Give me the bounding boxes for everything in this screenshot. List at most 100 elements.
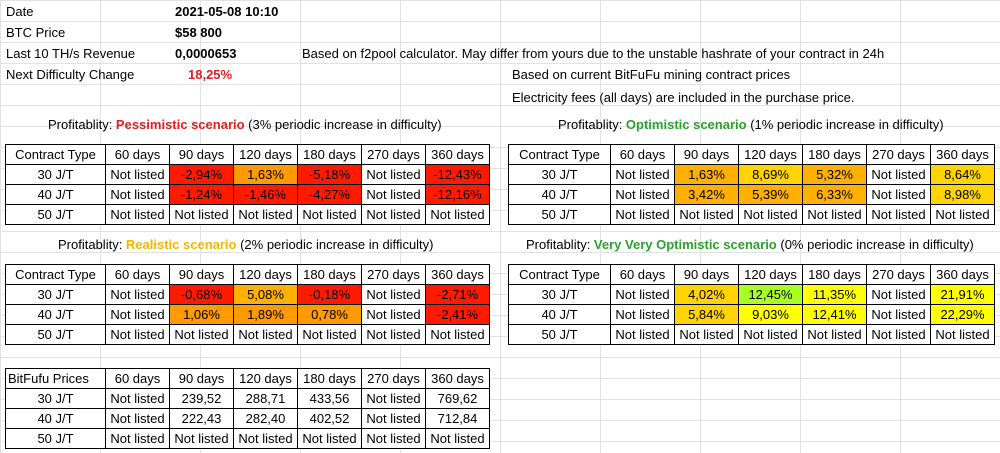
table-cell[interactable]: 712,84 bbox=[425, 408, 490, 429]
table-cell[interactable]: -2,94% bbox=[169, 164, 234, 185]
table-cell[interactable]: Not listed bbox=[610, 304, 675, 325]
header-cell[interactable]: 360 days bbox=[930, 144, 995, 165]
header-cell[interactable]: 360 days bbox=[425, 368, 490, 389]
table-cell[interactable]: 402,52 bbox=[297, 408, 362, 429]
table-cell[interactable]: Not listed bbox=[361, 408, 426, 429]
table-cell[interactable]: 21,91% bbox=[930, 284, 995, 305]
fees-note[interactable]: Electricity fees (all days) are included… bbox=[512, 90, 855, 105]
row-label[interactable]: 30 J/T bbox=[5, 388, 106, 409]
table-cell[interactable]: Not listed bbox=[361, 304, 426, 325]
table-cell[interactable]: 288,71 bbox=[233, 388, 298, 409]
header-cell[interactable]: BitFufu Prices bbox=[5, 368, 106, 389]
table-cell[interactable]: Not listed bbox=[169, 428, 234, 449]
table-cell[interactable]: Not listed bbox=[361, 428, 426, 449]
header-cell[interactable]: 90 days bbox=[169, 144, 234, 165]
table-cell[interactable]: 769,62 bbox=[425, 388, 490, 409]
header-cell[interactable]: 120 days bbox=[233, 264, 298, 285]
table-cell[interactable]: Not listed bbox=[233, 204, 298, 225]
table-cell[interactable]: Not listed bbox=[105, 304, 170, 325]
prices-note[interactable]: Based on current BitFuFu mining contract… bbox=[512, 67, 791, 82]
table-cell[interactable]: 1,63% bbox=[674, 164, 739, 185]
header-cell[interactable]: 60 days bbox=[610, 264, 675, 285]
table-cell[interactable]: 22,29% bbox=[930, 304, 995, 325]
table-cell[interactable]: Not listed bbox=[866, 324, 931, 345]
header-cell[interactable]: 360 days bbox=[425, 264, 490, 285]
table-cell[interactable]: Not listed bbox=[361, 184, 426, 205]
table-cell[interactable]: Not listed bbox=[169, 324, 234, 345]
table-cell[interactable]: Not listed bbox=[105, 164, 170, 185]
table-cell[interactable]: -5,18% bbox=[297, 164, 362, 185]
table-cell[interactable]: Not listed bbox=[361, 164, 426, 185]
table-cell[interactable]: Not listed bbox=[610, 164, 675, 185]
table-cell[interactable]: -2,71% bbox=[425, 284, 490, 305]
table-cell[interactable]: 3,42% bbox=[674, 184, 739, 205]
revenue-value[interactable]: 0,0000653 bbox=[175, 46, 237, 61]
table-cell[interactable]: Not listed bbox=[105, 324, 170, 345]
table-cell[interactable]: 12,45% bbox=[738, 284, 803, 305]
table-cell[interactable]: Not listed bbox=[361, 204, 426, 225]
header-cell[interactable]: 90 days bbox=[169, 264, 234, 285]
table-cell[interactable]: 8,69% bbox=[738, 164, 803, 185]
table-cell[interactable]: Not listed bbox=[674, 324, 739, 345]
table-cell[interactable]: 9,03% bbox=[738, 304, 803, 325]
header-cell[interactable]: 60 days bbox=[610, 144, 675, 165]
table-cell[interactable]: 433,56 bbox=[297, 388, 362, 409]
table-cell[interactable]: Not listed bbox=[610, 284, 675, 305]
table-cell[interactable]: Not listed bbox=[169, 204, 234, 225]
table-cell[interactable]: Not listed bbox=[425, 204, 490, 225]
table-cell[interactable]: -2,41% bbox=[425, 304, 490, 325]
row-label[interactable]: 40 J/T bbox=[508, 184, 611, 205]
header-cell[interactable]: 60 days bbox=[105, 264, 170, 285]
table-cell[interactable]: -4,27% bbox=[297, 184, 362, 205]
header-cell[interactable]: Contract Type bbox=[508, 264, 611, 285]
row-label[interactable]: 40 J/T bbox=[5, 304, 106, 325]
row-label[interactable]: 40 J/T bbox=[5, 408, 106, 429]
header-cell[interactable]: 270 days bbox=[361, 368, 426, 389]
table-cell[interactable]: 5,08% bbox=[233, 284, 298, 305]
table-cell[interactable]: Not listed bbox=[105, 388, 170, 409]
row-label[interactable]: 30 J/T bbox=[508, 164, 611, 185]
header-cell[interactable]: 270 days bbox=[866, 264, 931, 285]
header-cell[interactable]: 360 days bbox=[930, 264, 995, 285]
table-cell[interactable]: 282,40 bbox=[233, 408, 298, 429]
difficulty-label[interactable]: Next Difficulty Change bbox=[6, 67, 135, 82]
header-cell[interactable]: 360 days bbox=[425, 144, 490, 165]
table-cell[interactable]: -1,46% bbox=[233, 184, 298, 205]
table-cell[interactable]: Not listed bbox=[802, 324, 867, 345]
table-cell[interactable]: Not listed bbox=[930, 324, 995, 345]
header-cell[interactable]: Contract Type bbox=[5, 264, 106, 285]
f2pool-note[interactable]: Based on f2pool calculator. May differ f… bbox=[302, 46, 885, 61]
header-cell[interactable]: 90 days bbox=[674, 264, 739, 285]
btc-price-label[interactable]: BTC Price bbox=[6, 25, 66, 40]
date-label[interactable]: Date bbox=[6, 4, 34, 19]
table-cell[interactable]: Not listed bbox=[866, 284, 931, 305]
header-cell[interactable]: 270 days bbox=[866, 144, 931, 165]
table-cell[interactable]: 8,64% bbox=[930, 164, 995, 185]
header-cell[interactable]: 180 days bbox=[802, 264, 867, 285]
header-cell[interactable]: 60 days bbox=[105, 368, 170, 389]
table-cell[interactable]: -0,68% bbox=[169, 284, 234, 305]
table-cell[interactable]: 11,35% bbox=[802, 284, 867, 305]
header-cell[interactable]: 180 days bbox=[802, 144, 867, 165]
table-cell[interactable]: -12,16% bbox=[425, 184, 490, 205]
table-cell[interactable]: Not listed bbox=[866, 184, 931, 205]
row-label[interactable]: 50 J/T bbox=[5, 428, 106, 449]
table-cell[interactable]: Not listed bbox=[930, 204, 995, 225]
table-cell[interactable]: -1,24% bbox=[169, 184, 234, 205]
table-cell[interactable]: Not listed bbox=[610, 184, 675, 205]
row-label[interactable]: 30 J/T bbox=[5, 164, 106, 185]
table-cell[interactable]: Not listed bbox=[738, 324, 803, 345]
table-cell[interactable]: Not listed bbox=[802, 204, 867, 225]
table-cell[interactable]: 222,43 bbox=[169, 408, 234, 429]
row-label[interactable]: 50 J/T bbox=[5, 204, 106, 225]
table-cell[interactable]: 239,52 bbox=[169, 388, 234, 409]
difficulty-value[interactable]: 18,25% bbox=[188, 67, 233, 82]
table-cell[interactable]: Not listed bbox=[738, 204, 803, 225]
table-cell[interactable]: 8,98% bbox=[930, 184, 995, 205]
header-cell[interactable]: 180 days bbox=[297, 368, 362, 389]
header-cell[interactable]: 270 days bbox=[361, 144, 426, 165]
row-label[interactable]: 40 J/T bbox=[508, 304, 611, 325]
table-cell[interactable]: Not listed bbox=[297, 324, 362, 345]
header-cell[interactable]: 90 days bbox=[169, 368, 234, 389]
header-cell[interactable]: 60 days bbox=[105, 144, 170, 165]
